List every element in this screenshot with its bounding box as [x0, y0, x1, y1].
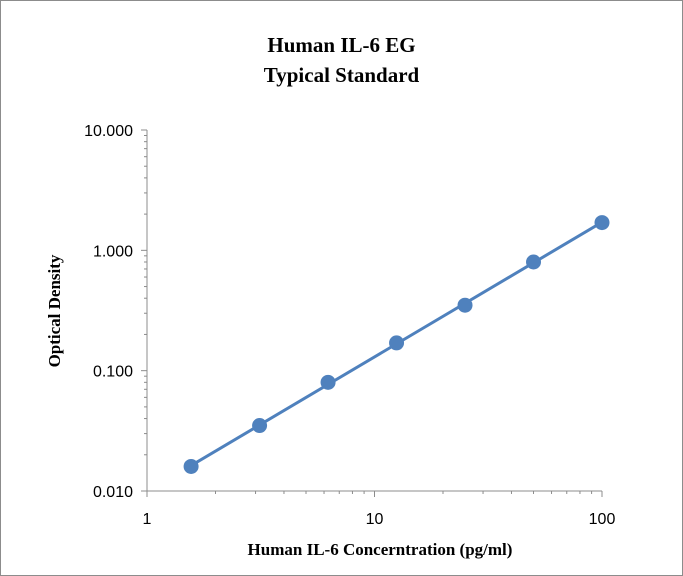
- y-axis-label: Optical Density: [45, 254, 64, 368]
- x-axis-label: Human IL-6 Concerntration (pg/ml): [247, 540, 513, 559]
- data-point: [320, 374, 336, 390]
- chart-title: Human IL-6 EG: [267, 33, 416, 57]
- data-point: [526, 254, 542, 270]
- y-tick-label: 1.000: [93, 243, 133, 260]
- data-point: [252, 418, 268, 434]
- data-point: [389, 335, 405, 351]
- x-tick-label: 1: [143, 511, 152, 528]
- data-point: [457, 297, 473, 313]
- tick-labels: 0.010 0.100 1.000 10.000 1 10 100: [84, 123, 615, 528]
- y-tick-label: 0.100: [93, 364, 133, 381]
- axes: [141, 129, 603, 497]
- x-tick-label: 100: [589, 511, 616, 528]
- data-point: [183, 458, 199, 474]
- data-marks: [183, 215, 610, 474]
- data-point: [594, 215, 610, 231]
- x-tick-label: 10: [366, 511, 384, 528]
- chart-subtitle: Typical Standard: [263, 63, 420, 87]
- y-tick-label: 10.000: [84, 123, 133, 140]
- y-tick-label: 0.010: [93, 484, 133, 501]
